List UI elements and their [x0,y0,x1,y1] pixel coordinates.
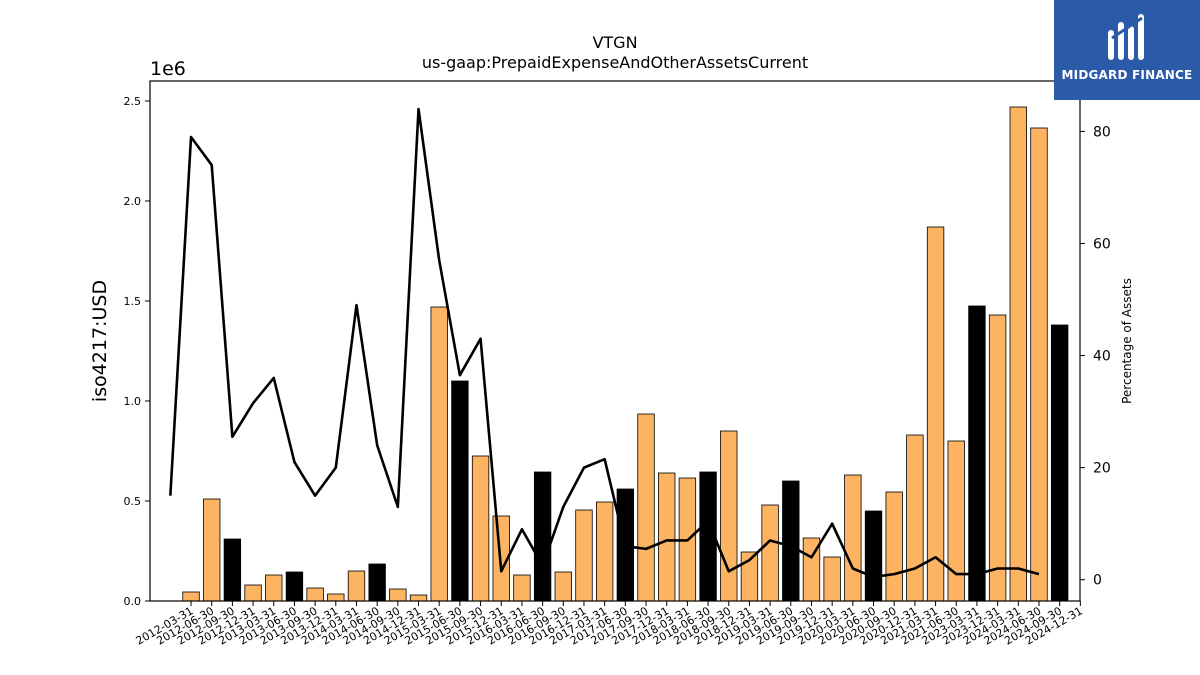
y2-tick-label: 80 [1093,124,1111,140]
chart-subtitle: us-gaap:PrepaidExpenseAndOtherAssetsCurr… [422,53,808,72]
bar [844,474,862,602]
bar [265,574,283,602]
bar [988,314,1007,602]
y-tick-label: 1.5 [124,295,142,308]
y2-axis-label: Percentage of Assets [1120,278,1134,404]
y-tick-label: 1.0 [124,395,142,408]
y2-ticks: 0 20 40 60 80 [1080,124,1111,589]
bar [885,491,903,602]
y-tick-label: 2.0 [124,195,142,208]
y-tick-label: 2.5 [124,95,142,108]
bar [926,226,945,602]
y2-tick-label: 40 [1093,349,1111,365]
x-ticks: 2012-03-312012-06-302012-09-302012-12-31… [134,601,1085,648]
y-tick-label: 0.0 [124,595,142,608]
bar [513,574,531,602]
bar [203,498,221,602]
bar [864,510,883,602]
bar [533,471,552,602]
bar [1009,106,1027,602]
bar [906,434,924,602]
bar [451,380,469,602]
bar [575,509,593,602]
bar [327,593,345,602]
bar-layer [182,106,1069,602]
y-offset-label: 1e6 [150,58,186,80]
bar [761,504,779,602]
bar [430,306,448,602]
y-axis-label: iso4217:USD [89,280,111,402]
axes [149,80,1081,602]
chart-title: VTGN [592,33,637,52]
bar [947,440,965,602]
y2-tick-label: 0 [1093,573,1102,589]
bar [1050,324,1069,602]
bar [471,455,490,602]
bar [658,472,676,602]
bar [347,570,366,602]
bar [823,556,841,602]
y2-tick-label: 60 [1093,237,1111,253]
midgard-logo-icon [1108,14,1144,60]
plot-frame [149,80,1081,602]
bar [389,588,407,602]
bar [1030,127,1048,602]
line-layer [169,107,1040,579]
bar [182,591,200,602]
y2-tick-label: 20 [1093,461,1111,477]
bar [782,480,800,602]
bar [409,594,428,602]
y-ticks: 0.0 0.5 1.0 1.5 2.0 2.5 [124,95,150,608]
bar [368,563,386,602]
bar [244,584,262,602]
bar [968,305,986,602]
bar [595,501,614,602]
brand-logo: MIDGARD FINANCE [1054,0,1200,100]
bar [223,538,242,602]
bar [637,413,655,602]
percentage-line [169,107,1040,579]
brand-name: MIDGARD FINANCE [1061,68,1193,82]
y-tick-label: 0.5 [124,495,142,508]
bar [306,587,324,602]
bar [554,571,572,602]
bar [720,430,738,602]
bar [285,571,304,602]
